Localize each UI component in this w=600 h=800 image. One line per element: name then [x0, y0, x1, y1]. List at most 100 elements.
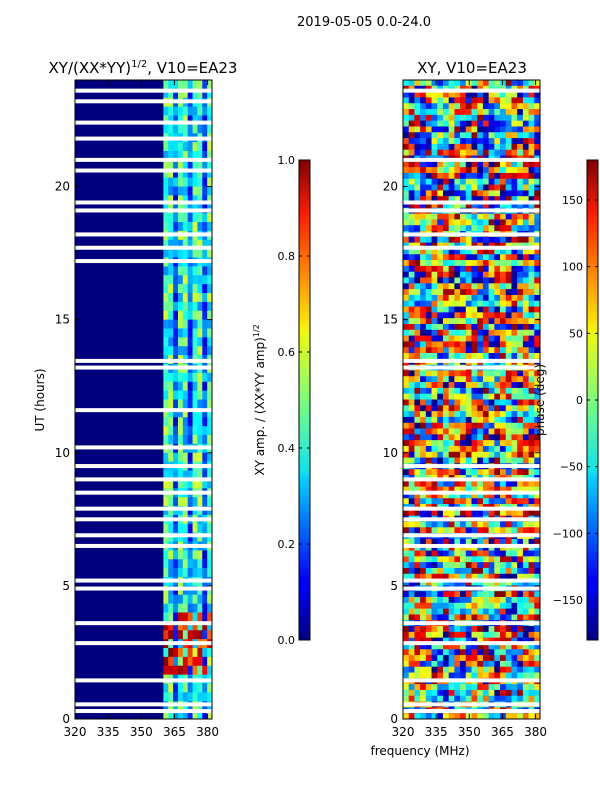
phase-cell	[488, 422, 495, 429]
phase-cell	[465, 143, 472, 151]
phase-cell	[494, 422, 501, 429]
amp-cell	[202, 665, 208, 676]
phase-cell	[465, 312, 472, 319]
phase-cell	[408, 347, 415, 354]
amp-x-tick-label: 350	[130, 725, 153, 739]
amp-title-tail: , V10=EA23	[147, 59, 237, 77]
amp-cell	[182, 381, 189, 392]
phase-cell	[488, 329, 495, 336]
phase-cell	[511, 422, 518, 429]
phase-cell	[437, 312, 444, 319]
phase-cell	[414, 591, 421, 598]
phase-cell	[437, 567, 444, 575]
phase-cell	[517, 684, 524, 691]
phase-cell	[471, 434, 478, 441]
phase-cell	[522, 236, 529, 243]
phase-cell	[471, 521, 478, 528]
phase-cell	[454, 451, 461, 458]
amp-cell	[163, 594, 169, 605]
phase-cell	[528, 323, 535, 331]
amp-cell	[207, 239, 213, 250]
phase-cell	[471, 242, 478, 249]
phase-cell	[431, 649, 438, 656]
phase-cell	[454, 347, 461, 354]
amp-cell	[197, 372, 203, 383]
amp-colorbar-gradient	[298, 159, 311, 641]
phase-cell	[494, 689, 501, 697]
phase-cell	[482, 498, 489, 505]
phase-cell	[528, 80, 535, 87]
amp-cell	[202, 337, 208, 347]
phase-cell	[482, 265, 489, 272]
amp-cell	[207, 328, 213, 338]
phase-cell	[477, 440, 484, 447]
amp-cell	[177, 195, 184, 205]
phase-x-tick-label: 320	[392, 725, 415, 739]
phase-cell	[471, 631, 478, 638]
amp-cell	[197, 168, 203, 179]
amp-cell	[168, 195, 174, 205]
phase-cell	[431, 492, 438, 499]
phase-cell	[482, 236, 489, 243]
phase-cell	[477, 190, 484, 197]
phase-cell	[437, 341, 444, 348]
phase-cell	[517, 521, 524, 528]
phase-cell	[482, 196, 489, 203]
phase-cell	[494, 631, 501, 638]
phase-cell	[408, 370, 415, 377]
phase-cell	[522, 143, 529, 151]
phase-cell	[425, 480, 432, 487]
phase-cell	[534, 434, 541, 441]
phase-cell	[534, 323, 541, 331]
phase-cell	[528, 591, 535, 598]
amp-cell	[187, 159, 193, 170]
amp-data-gap	[75, 120, 212, 125]
phase-cell	[500, 498, 507, 505]
phase-cell	[465, 457, 472, 464]
phase-cell	[505, 509, 512, 516]
phase-cell	[505, 492, 512, 499]
phase-cell	[494, 399, 501, 406]
amp-cell	[207, 550, 213, 560]
phase-cell	[425, 573, 432, 580]
phase-cell	[460, 562, 467, 569]
amp-cell	[187, 301, 193, 312]
amp-cell	[207, 665, 213, 676]
phase-cell	[442, 271, 449, 278]
phase-cell	[511, 550, 518, 557]
amp-cell	[168, 621, 174, 631]
amp-cell	[168, 159, 174, 170]
phase-cell	[482, 201, 489, 209]
phase-cell	[511, 451, 518, 458]
phase-cell	[454, 457, 461, 464]
phase-cell	[448, 289, 455, 296]
phase-cell	[477, 184, 484, 191]
phase-cell	[482, 370, 489, 377]
phase-cell	[425, 335, 432, 342]
phase-cell	[442, 684, 449, 691]
phase-cell	[408, 341, 415, 348]
phase-cell	[437, 138, 444, 145]
phase-cell	[477, 109, 484, 116]
phase-cell	[414, 631, 421, 638]
phase-cell	[528, 567, 535, 575]
phase-cell	[437, 556, 444, 563]
phase-cell	[488, 201, 495, 209]
phase-cell	[403, 602, 410, 609]
phase-cell	[442, 138, 449, 145]
phase-cell	[488, 626, 495, 633]
phase-cell	[454, 370, 461, 377]
phase-cell	[471, 399, 478, 406]
phase-cell	[414, 120, 421, 127]
phase-cell	[511, 469, 518, 476]
phase-cell	[471, 236, 478, 243]
phase-cell	[488, 684, 495, 691]
phase-cell	[460, 114, 467, 121]
amp-cell	[192, 275, 198, 285]
phase-cell	[465, 196, 472, 203]
phase-cell	[442, 265, 449, 272]
phase-cell	[517, 103, 524, 110]
phase-cell	[414, 114, 421, 121]
phase-cell	[500, 411, 507, 418]
